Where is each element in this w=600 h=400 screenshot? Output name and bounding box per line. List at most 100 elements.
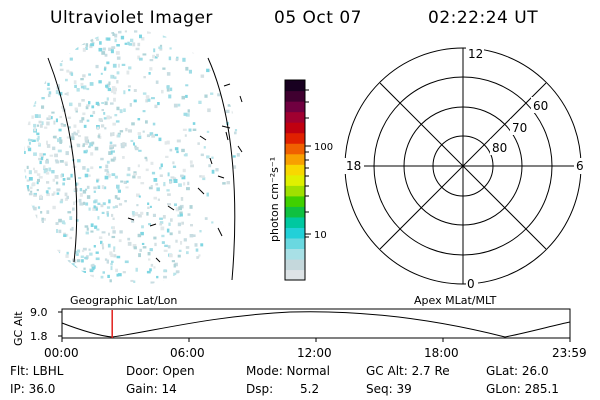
emission-pixel bbox=[123, 180, 127, 184]
emission-pixel bbox=[170, 218, 173, 222]
emission-pixel bbox=[95, 101, 100, 105]
emission-pixel bbox=[147, 206, 150, 209]
emission-pixel bbox=[98, 118, 103, 122]
emission-pixel bbox=[170, 176, 175, 179]
emission-pixel bbox=[94, 225, 98, 229]
emission-pixel bbox=[101, 124, 105, 128]
emission-pixel bbox=[119, 109, 123, 114]
emission-pixel bbox=[140, 231, 144, 236]
emission-pixel bbox=[76, 88, 80, 92]
color-bar-label: photon cm⁻²s⁻¹ bbox=[268, 157, 281, 242]
emission-pixel bbox=[115, 51, 120, 55]
emission-pixel bbox=[47, 93, 51, 98]
emission-pixel bbox=[86, 195, 91, 199]
emission-pixel bbox=[124, 30, 127, 33]
emission-pixel bbox=[28, 177, 33, 181]
emission-pixel bbox=[46, 192, 50, 197]
emission-pixel bbox=[166, 72, 171, 76]
emission-pixel bbox=[211, 221, 214, 224]
emission-pixel bbox=[133, 142, 135, 146]
emission-pixel bbox=[140, 182, 145, 185]
emission-pixel bbox=[236, 153, 240, 157]
emission-pixel bbox=[30, 186, 33, 190]
emission-pixel bbox=[132, 214, 135, 217]
emission-pixel bbox=[146, 270, 151, 274]
emission-pixel bbox=[201, 175, 205, 178]
emission-pixel bbox=[144, 156, 148, 160]
emission-pixel bbox=[82, 112, 86, 116]
emission-pixel bbox=[185, 84, 189, 87]
emission-pixel bbox=[169, 232, 173, 236]
emission-pixel bbox=[72, 207, 75, 211]
emission-pixel bbox=[100, 157, 104, 161]
emission-pixel bbox=[101, 231, 106, 234]
emission-pixel bbox=[148, 186, 153, 190]
emission-pixel bbox=[211, 156, 214, 159]
emission-pixel bbox=[179, 213, 183, 217]
emission-pixel bbox=[172, 177, 177, 181]
emission-pixel bbox=[93, 245, 96, 248]
emission-pixel bbox=[91, 265, 96, 269]
emission-pixel bbox=[116, 44, 120, 47]
emission-pixel bbox=[99, 41, 102, 45]
emission-pixel bbox=[48, 115, 51, 119]
emission-pixel bbox=[91, 42, 95, 45]
emission-pixel bbox=[142, 92, 147, 95]
emission-pixel bbox=[168, 222, 171, 226]
emission-pixel bbox=[51, 170, 55, 174]
emission-pixel bbox=[97, 216, 100, 220]
emission-pixel bbox=[82, 270, 86, 273]
emission-pixel bbox=[145, 99, 148, 103]
emission-pixel bbox=[190, 224, 193, 227]
emission-pixel bbox=[112, 63, 117, 68]
emission-pixel bbox=[40, 211, 43, 214]
emission-pixel bbox=[178, 183, 182, 187]
emission-pixel bbox=[66, 136, 70, 139]
emission-pixel bbox=[101, 102, 104, 104]
emission-pixel bbox=[59, 137, 62, 141]
emission-pixel bbox=[43, 165, 46, 169]
emission-pixel bbox=[146, 134, 150, 138]
emission-pixel bbox=[127, 41, 130, 45]
emission-pixel bbox=[136, 204, 139, 207]
color-bar-tick-100: 100 bbox=[314, 142, 333, 153]
emission-pixel bbox=[83, 150, 88, 154]
emission-pixel bbox=[33, 194, 37, 197]
emission-pixel bbox=[147, 252, 151, 256]
emission-pixel bbox=[109, 279, 112, 283]
emission-pixel bbox=[109, 141, 113, 145]
emission-pixel bbox=[63, 222, 66, 225]
emission-pixel bbox=[141, 225, 144, 229]
emission-pixel bbox=[65, 151, 69, 156]
emission-pixel bbox=[119, 130, 124, 133]
emission-pixel bbox=[53, 120, 56, 125]
emission-pixel bbox=[48, 167, 52, 172]
emission-pixel bbox=[96, 228, 100, 231]
emission-pixel bbox=[90, 230, 94, 233]
emission-pixel bbox=[95, 257, 100, 261]
emission-pixel bbox=[111, 86, 116, 90]
emission-pixel bbox=[189, 234, 194, 238]
emission-pixel bbox=[55, 181, 59, 185]
emission-pixel bbox=[142, 246, 147, 249]
emission-pixel bbox=[153, 236, 157, 240]
orbit-plot-frame bbox=[61, 308, 571, 339]
emission-pixel bbox=[84, 142, 88, 145]
status-dsp-value: 5.2 bbox=[300, 382, 320, 396]
emission-pixel bbox=[120, 35, 125, 40]
emission-pixel bbox=[159, 217, 163, 220]
emission-pixel bbox=[100, 72, 103, 75]
emission-pixel bbox=[161, 89, 164, 94]
emission-pixel bbox=[65, 163, 68, 166]
emission-pixel bbox=[82, 47, 86, 52]
emission-pixel bbox=[184, 153, 188, 157]
color-bar-gradient bbox=[285, 80, 305, 281]
emission-pixel bbox=[119, 230, 123, 234]
emission-pixel bbox=[46, 158, 49, 162]
emission-pixel bbox=[90, 264, 95, 267]
emission-pixel bbox=[115, 205, 118, 208]
emission-pixel bbox=[152, 213, 156, 217]
emission-pixel bbox=[137, 233, 142, 238]
emission-pixel bbox=[114, 195, 118, 199]
